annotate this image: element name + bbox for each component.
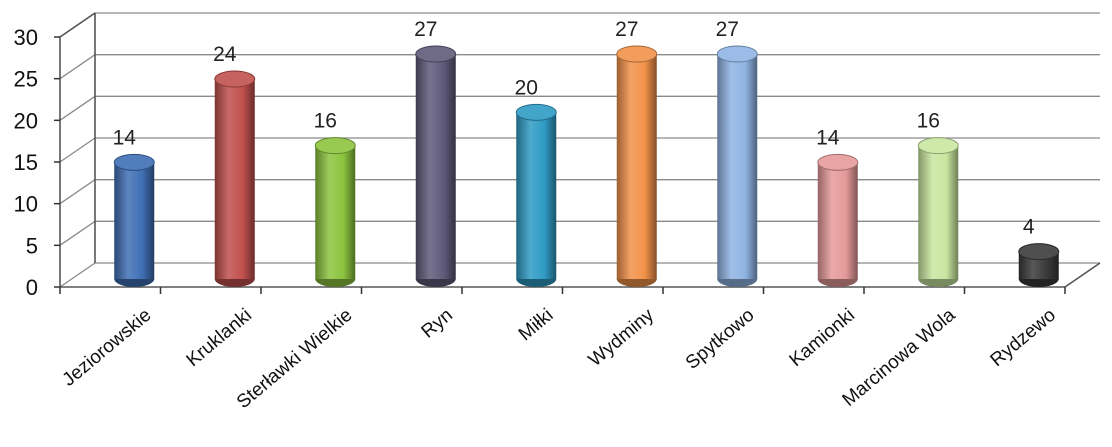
data-label: 14 (113, 126, 137, 149)
data-label: 4 (1023, 216, 1035, 239)
bar (716, 45, 758, 287)
data-label: 27 (716, 18, 739, 41)
floor-right-edge (1064, 262, 1101, 288)
data-label: 16 (314, 110, 337, 133)
bar-body (817, 162, 858, 279)
gridline-depth (59, 95, 96, 121)
x-tick-label: Wydminy (585, 304, 659, 371)
bar-top (1018, 243, 1060, 261)
x-tick-label: Jeziorowskie (59, 305, 156, 391)
gridline-depth (59, 179, 96, 205)
bar-top (415, 45, 457, 63)
bar-body (616, 54, 657, 279)
bar-top (616, 45, 658, 63)
data-label: 16 (917, 110, 940, 133)
bar (817, 153, 859, 287)
y-tick-label: 0 (26, 275, 38, 300)
x-tick-label: Kamionki (786, 305, 859, 371)
bar-top (214, 70, 256, 88)
x-tick-label: Miłki (515, 305, 558, 346)
y-tick-label: 20 (14, 108, 38, 133)
bar-body (516, 112, 557, 279)
bar-body (214, 79, 255, 279)
bar (616, 45, 658, 287)
bar-top (113, 153, 155, 171)
y-tick-label: 25 (14, 67, 38, 92)
x-tick-label: Kruklanki (183, 305, 256, 371)
data-label: 20 (515, 76, 538, 99)
gridline-depth (59, 262, 96, 288)
bar-body (918, 145, 959, 279)
bar-body (114, 162, 155, 279)
bars (113, 45, 1060, 287)
y-tick-label: 5 (26, 233, 38, 258)
data-label: 24 (213, 43, 237, 66)
bar (415, 45, 457, 287)
bar-body (415, 54, 456, 279)
x-tick-label: Rydzewo (987, 305, 1060, 371)
bar (214, 70, 256, 287)
bar (314, 137, 356, 287)
bar-top (817, 153, 859, 171)
bar-body (717, 54, 758, 279)
gridline-depth (59, 54, 96, 80)
y-tick-label: 15 (14, 150, 38, 175)
bar (515, 103, 557, 287)
y-axis-ticks: 0 5 10 15 20 25 30 (14, 25, 60, 300)
x-tick-label: Spytkowo (682, 305, 759, 374)
bar-top (716, 45, 758, 63)
bar-top (917, 137, 959, 155)
bar (113, 153, 155, 287)
gridline-depth (59, 220, 96, 246)
bar-top (515, 103, 557, 121)
y-tick-label: 30 (14, 25, 38, 50)
data-labels: 14 24 16 27 20 27 27 14 16 4 (113, 18, 1035, 239)
bar-top (314, 137, 356, 155)
top-left-edge (59, 12, 96, 38)
data-label: 27 (615, 18, 638, 41)
bar (917, 137, 959, 287)
bar-body (315, 145, 356, 279)
x-tick-label: Ryn (418, 305, 457, 343)
y-tick-label: 10 (14, 192, 38, 217)
data-label: 14 (816, 126, 840, 149)
gridline-depth (59, 137, 96, 163)
data-label: 27 (414, 18, 437, 41)
bar (1018, 243, 1060, 287)
